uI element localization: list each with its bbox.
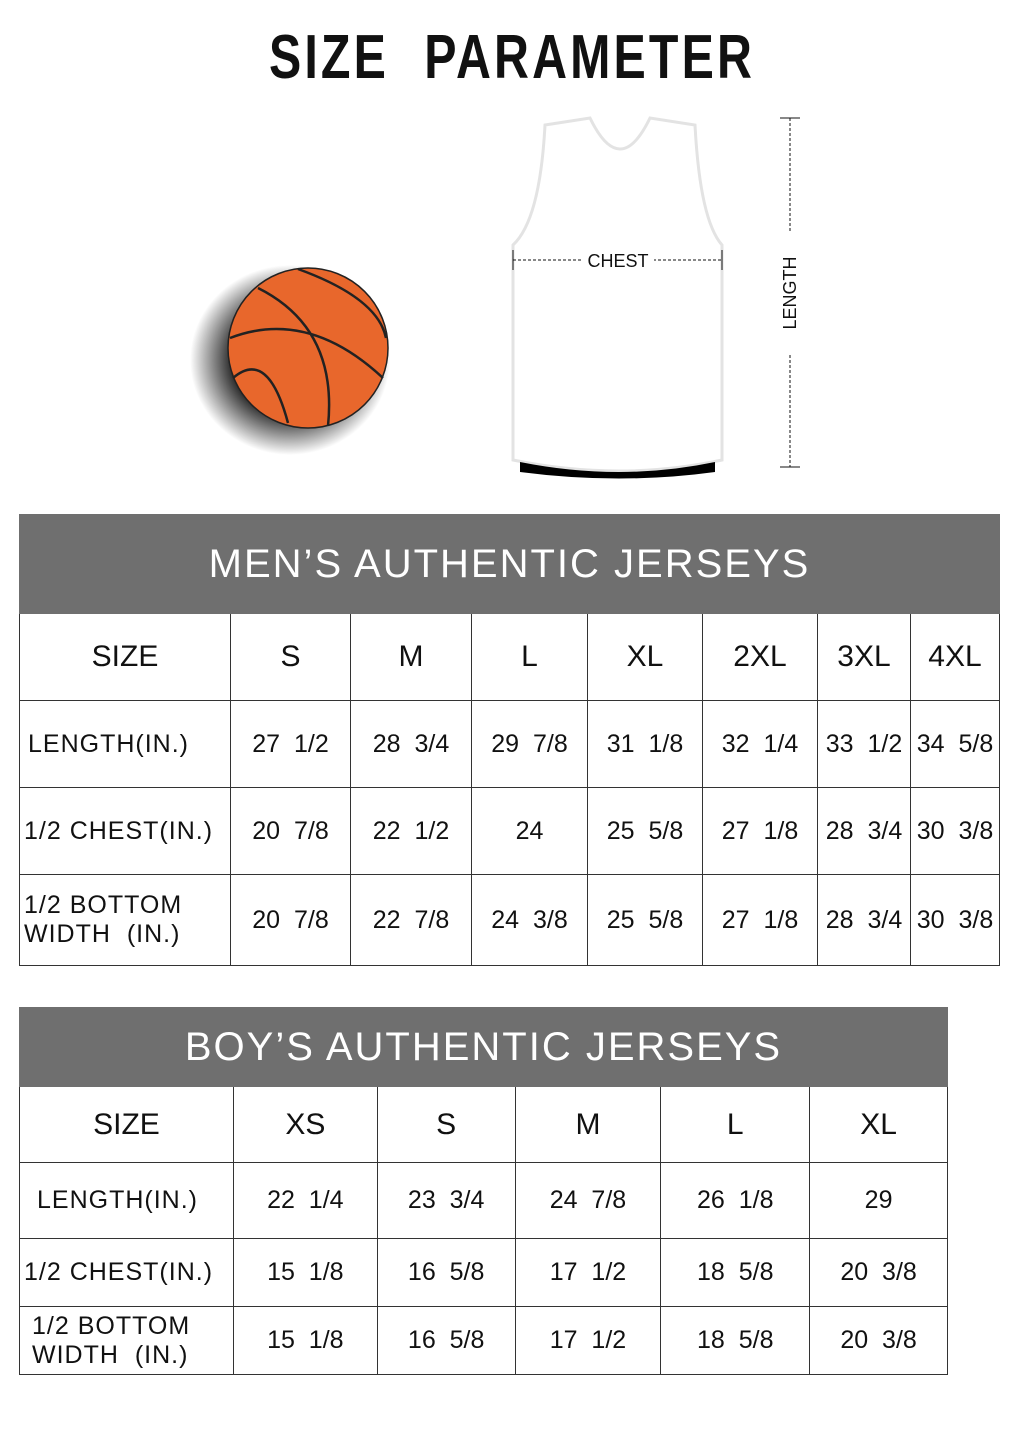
length-label: LENGTH: [780, 256, 800, 329]
cell: 22 7/8: [350, 874, 472, 966]
cell: 34 5/8: [910, 700, 1000, 788]
cell: 20 3/8: [809, 1306, 948, 1375]
column-header: XL: [809, 1086, 948, 1163]
cell: 24 7/8: [514, 1162, 662, 1239]
column-header: L: [660, 1086, 811, 1163]
row-label: LENGTH(IN.): [19, 1162, 234, 1239]
cell: 16 5/8: [376, 1238, 516, 1307]
column-header: SIZE: [19, 1086, 234, 1163]
cell: 30 3/8: [910, 874, 1000, 966]
page-title: SIZE PARAMETER: [268, 23, 756, 92]
row-label: 1/2 CHEST(IN.): [19, 787, 231, 875]
column-header: S: [376, 1086, 516, 1163]
table-row: 1/2 BOTTOM WIDTH (IN.) 15 1/8 16 5/8 17 …: [19, 1306, 948, 1375]
cell: 15 1/8: [232, 1238, 378, 1307]
cell: 16 5/8: [376, 1306, 516, 1375]
cell: 30 3/8: [910, 787, 1000, 875]
basketball-icon: [190, 265, 390, 455]
column-header: S: [230, 613, 351, 701]
cell: 32 1/4: [702, 700, 818, 788]
cell: 22 1/2: [350, 787, 472, 875]
row-label: 1/2 BOTTOM WIDTH (IN.): [19, 874, 231, 966]
column-header: 2XL: [702, 613, 818, 701]
column-header: 4XL: [910, 613, 1000, 701]
cell: 17 1/2: [514, 1306, 662, 1375]
cell: 27 1/8: [702, 787, 818, 875]
table-header-row: SIZE XS S M L XL: [19, 1086, 948, 1163]
cell: 20 7/8: [230, 787, 351, 875]
column-header: XL: [587, 613, 703, 701]
cell: 33 1/2: [817, 700, 911, 788]
cell: 25 5/8: [587, 787, 703, 875]
column-header: M: [514, 1086, 662, 1163]
cell: 26 1/8: [660, 1162, 811, 1239]
table-row: 1/2 BOTTOM WIDTH (IN.) 20 7/8 22 7/8 24 …: [19, 874, 1000, 966]
table-row: LENGTH(IN.) 27 1/2 28 3/4 29 7/8 31 1/8 …: [19, 700, 1000, 788]
cell: 28 3/4: [817, 874, 911, 966]
column-header: XS: [232, 1086, 378, 1163]
column-header: SIZE: [19, 613, 231, 701]
cell: 18 5/8: [660, 1306, 811, 1375]
cell: 23 3/4: [376, 1162, 516, 1239]
length-indicator: LENGTH: [780, 117, 800, 468]
cell: 29 7/8: [471, 700, 588, 788]
cell: 28 3/4: [350, 700, 472, 788]
cell: 29: [809, 1162, 948, 1239]
row-label: 1/2 CHEST(IN.): [19, 1238, 234, 1307]
cell: 25 5/8: [587, 874, 703, 966]
table-row: LENGTH(IN.) 22 1/4 23 3/4 24 7/8 26 1/8 …: [19, 1162, 948, 1239]
cell: 15 1/8: [232, 1306, 378, 1375]
cell: 24: [471, 787, 588, 875]
jersey-diagram: CHEST: [511, 116, 724, 479]
column-header: M: [350, 613, 472, 701]
cell: 28 3/4: [817, 787, 911, 875]
table-row: 1/2 CHEST(IN.) 15 1/8 16 5/8 17 1/2 18 5…: [19, 1238, 948, 1307]
mens-table-title: MEN’S AUTHENTIC JERSEYS: [19, 514, 1000, 614]
cell: 20 7/8: [230, 874, 351, 966]
cell: 31 1/8: [587, 700, 703, 788]
cell: 18 5/8: [660, 1238, 811, 1307]
row-label: LENGTH(IN.): [19, 700, 231, 788]
cell: 27 1/2: [230, 700, 351, 788]
column-header: 3XL: [817, 613, 911, 701]
cell: 17 1/2: [514, 1238, 662, 1307]
mens-size-table: MEN’S AUTHENTIC JERSEYS SIZE S M L XL 2X…: [19, 514, 1000, 966]
cell: 27 1/8: [702, 874, 818, 966]
cell: 20 3/8: [809, 1238, 948, 1307]
table-header-row: SIZE S M L XL 2XL 3XL 4XL: [19, 613, 1000, 701]
table-row: 1/2 CHEST(IN.) 20 7/8 22 1/2 24 25 5/8 2…: [19, 787, 1000, 875]
cell: 22 1/4: [232, 1162, 378, 1239]
boys-table-title: BOY’S AUTHENTIC JERSEYS: [19, 1007, 948, 1087]
row-label: 1/2 BOTTOM WIDTH (IN.): [19, 1306, 234, 1375]
cell: 24 3/8: [471, 874, 588, 966]
column-header: L: [471, 613, 588, 701]
chest-label: CHEST: [587, 251, 648, 271]
boys-size-table: BOY’S AUTHENTIC JERSEYS SIZE XS S M L XL…: [19, 1007, 948, 1375]
